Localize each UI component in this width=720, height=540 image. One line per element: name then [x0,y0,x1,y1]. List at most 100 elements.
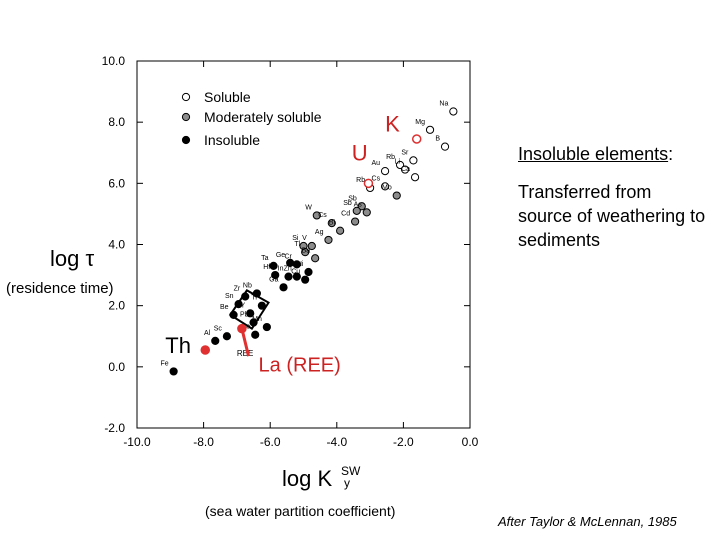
highlight-label: K [385,111,400,136]
data-label: In [278,266,284,273]
data-point [307,241,316,251]
y-tick-label: 0.0 [108,360,125,374]
data-label: Nb [243,282,252,289]
highlight-label: U [352,140,368,165]
data-point [336,226,345,235]
legend: Soluble Moderately soluble Insoluble [181,89,322,148]
data-label: Zn [284,266,292,273]
data-label: Y [241,302,246,309]
data-point [327,218,336,228]
legend-label-insoluble: Insoluble [204,132,260,148]
data-label: Sn [225,293,234,300]
data-point [292,260,301,269]
x-axis-subscript: y [344,476,350,490]
data-point [292,272,301,281]
side-note-title: Insoluble elements: [518,144,673,165]
data-point [262,322,271,332]
data-point [357,202,366,211]
insoluble-group-outline [228,289,270,330]
data-label: Sr [401,149,409,156]
data-point [211,336,220,345]
ree-arrow [240,328,251,357]
data-point [234,300,243,309]
data-label: Ni [297,261,304,268]
data-label: Sb [343,200,352,207]
x-axis-label-indices: SW y [341,465,360,489]
data-label: Zr [234,285,241,292]
side-note-title-text: Insoluble elements [518,144,669,164]
data-label: Cu [291,269,300,276]
data-label: Tl [294,241,300,248]
data-label: Sb [348,195,357,202]
legend-marker-insoluble [181,135,191,145]
y-axis-description: (residence time) [6,280,114,297]
data-point [257,301,266,310]
x-tick-label: -2.0 [393,435,414,449]
data-label: Si [292,235,299,242]
data-label: Pb [240,311,249,318]
data-point [425,125,435,134]
data-label: Cs [318,212,327,219]
y-tick-label: 4.0 [108,238,125,252]
data-point [395,160,405,170]
highlight-labels: KU Th La (REE) [165,111,422,376]
data-label: Al [204,330,211,337]
data-point [246,309,255,318]
data-point [380,182,390,191]
data-label: Cd [341,211,350,218]
data-point [311,254,320,263]
data-point [409,156,418,165]
data-label: Ba [302,247,311,254]
side-note-title-colon: : [668,144,674,164]
data-point [301,248,310,257]
data-point [252,289,261,298]
data-label: Ge [276,252,285,259]
data-label: Mg [415,119,425,126]
data-point [380,167,390,176]
data-label: Ta [261,255,269,262]
data-point [351,217,360,226]
y-tick-label: 10.0 [102,54,126,68]
data-label: Rb [356,177,365,184]
legend-marker-soluble [181,92,191,102]
data-label: Sc [214,325,223,332]
data-label: Cr [284,253,292,260]
x-tick-label: -6.0 [260,435,281,449]
data-point [284,272,293,281]
data-point [241,292,250,301]
data-label: Be [220,304,229,311]
data-point [392,191,401,200]
data-label: Rb [386,154,395,161]
legend-label-moderate: Moderately soluble [204,109,322,125]
highlight-label: Th [165,333,191,358]
data-label: Ti [251,295,257,302]
data-label: Cs [372,175,381,182]
x-axis-superscript: SW [341,464,361,478]
data-label: Ag [315,229,324,236]
highlight-marker [363,178,374,189]
data-label: Mn [252,316,262,323]
y-tick-label: 6.0 [108,176,125,190]
data-point [352,206,361,215]
data-label: W [305,204,312,211]
data-point [271,270,280,280]
x-tick-label: -8.0 [193,435,214,449]
x-tick-label: -4.0 [326,435,347,449]
source-citation: After Taylor & McLennan, 1985 [498,514,677,529]
data-point [324,235,333,245]
data-label: B [435,136,440,143]
data-label: V [302,235,307,242]
data-label: Ga [269,276,278,283]
data-point [229,310,238,319]
y-tick-label: 2.0 [108,299,125,313]
data-point [301,275,310,284]
data-point [410,173,420,182]
data-point [312,211,321,220]
data-point [400,165,410,174]
y-tick-label: 8.0 [108,115,125,129]
legend-marker-moderate [181,112,191,122]
ree-label: REE [237,349,253,358]
data-point [449,107,458,116]
data-label: Hf [263,264,270,271]
